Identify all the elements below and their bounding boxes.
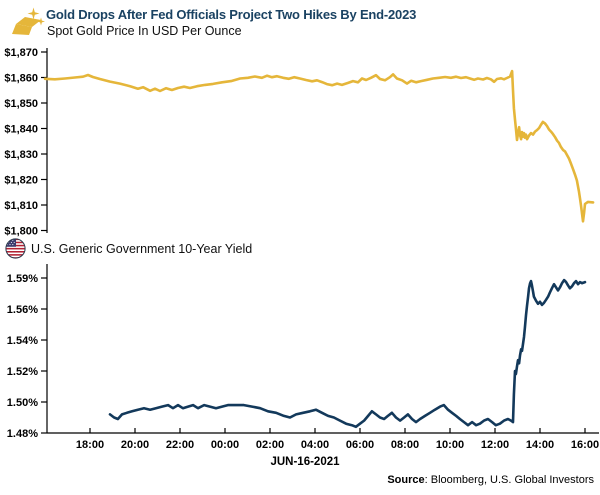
y-tick-label: 1.56% [7,304,38,316]
page-title: Gold Drops After Fed Officials Project T… [46,7,417,22]
chart2-title: U.S. Generic Government 10-Year Yield [31,242,253,256]
x-tick-label: 06:00 [346,439,374,451]
x-tick-label: 08:00 [391,439,419,451]
gold-price-line [43,69,595,223]
x-tick-label: 10:00 [436,439,464,451]
y-tick-label: $1,840 [4,124,38,136]
y-tick-label: 1.59% [7,273,38,285]
y-tick-label: $1,810 [4,200,38,212]
x-axis-date-label: JUN-16-2021 [270,456,340,468]
source-text: : Bloomberg, U.S. Global Investors [424,474,594,486]
x-tick-label: 00:00 [211,439,239,451]
source-label: Source [387,474,425,486]
y-tick-label: $1,860 [4,73,38,85]
x-tick-label: 12:00 [481,439,509,451]
x-tick-label: 18:00 [76,439,104,451]
y-tick-label: $1,870 [4,47,38,59]
x-tick-label: 20:00 [121,439,149,451]
us-flag-icon [5,238,26,259]
x-tick-label: 16:00 [571,439,599,451]
y-tick-label: $1,850 [4,98,38,110]
x-tick-label: 14:00 [526,439,554,451]
x-tick-label: 02:00 [256,439,284,451]
yield-line [108,278,587,429]
y-tick-label: 1.50% [7,397,38,409]
y-tick-label: $1,830 [4,149,38,161]
y-tick-label: 1.54% [7,335,38,347]
gold-bars-icon [12,7,45,35]
y-tick-label: 1.52% [7,366,38,378]
x-tick-label: 04:00 [301,439,329,451]
y-tick-label: 1.48% [7,428,38,440]
source-credit: Source: Bloomberg, U.S. Global Investors [387,474,594,486]
y-tick-label: $1,820 [4,175,38,187]
y-tick-label: $1,800 [4,226,38,238]
x-tick-label: 22:00 [166,439,194,451]
chart1-subtitle: Spot Gold Price In USD Per Ounce [47,24,242,38]
